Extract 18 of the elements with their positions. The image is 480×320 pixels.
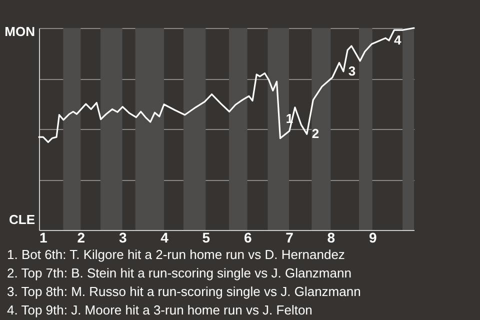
- text: 4. Top 9th: J. Moore hit a 3-run home run vs J. Felton: [7, 302, 312, 318]
- text: CLE: [9, 212, 36, 227]
- x-tick-label: 5: [202, 230, 210, 246]
- x-tick-label: 8: [327, 230, 336, 246]
- x-tick-label: 2: [77, 230, 86, 246]
- text: 2. Top 7th: B. Stein hit a run-scoring single vs J. Glanzmann: [7, 266, 352, 280]
- x-tick-label: 9: [368, 230, 377, 246]
- x-tick-label: 4: [160, 230, 169, 246]
- annotation: 2: [312, 126, 320, 142]
- annotation: 4: [394, 32, 402, 48]
- x-tick-label: 3: [118, 230, 127, 246]
- x-tick-label: 6: [244, 230, 252, 246]
- x-tick-label: 1: [40, 230, 48, 246]
- text: 1. Bot 6th: T. Kilgore hit a 2-run home run vs D. Hernandez: [7, 247, 345, 262]
- text: 3. Top 8th: M. Russo hit a run-scoring single vs J. Glanzmann: [7, 284, 361, 299]
- text: MON: [4, 24, 35, 39]
- annotation: 3: [348, 63, 356, 78]
- x-tick-label: 7: [286, 230, 294, 246]
